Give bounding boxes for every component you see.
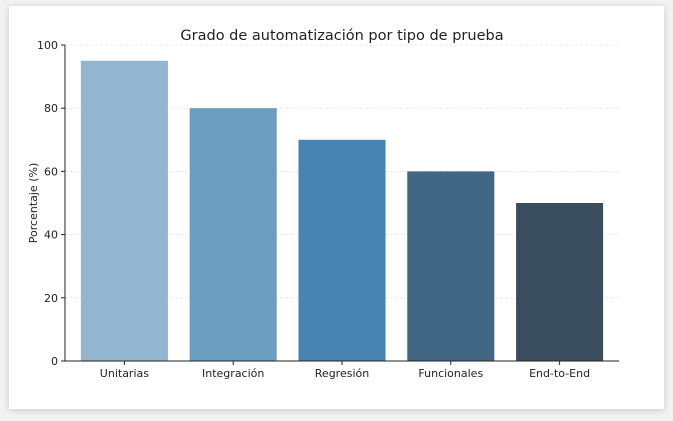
bar-funcionales [407,171,495,361]
y-tick-label: 40 [44,229,58,242]
bars [80,60,604,362]
x-tick-label: Regresión [315,367,369,380]
bar-end-to-end [516,203,604,361]
x-tick-label: End-to-End [529,367,590,380]
bar-integraci-n [189,108,277,361]
y-tick-label: 100 [37,39,58,52]
bar-unitarias [80,60,168,362]
x-tick-label: Unitarias [100,367,149,380]
y-ticks: 0 20 40 60 80 100 [37,39,65,368]
y-tick-label: 20 [44,292,58,305]
x-ticks: Unitarias Integración Regresión Funcionales… [100,361,590,380]
bar-regresi-n [298,139,386,361]
chart-title: Grado de automatización por tipo de prue… [180,28,503,44]
y-tick-label: 60 [44,165,58,178]
y-tick-label: 80 [44,102,58,115]
x-tick-label: Integración [202,367,264,380]
y-tick-label: 0 [51,355,58,368]
y-axis-label: Porcentaje (%) [27,163,40,243]
x-tick-label: Funcionales [418,367,483,380]
